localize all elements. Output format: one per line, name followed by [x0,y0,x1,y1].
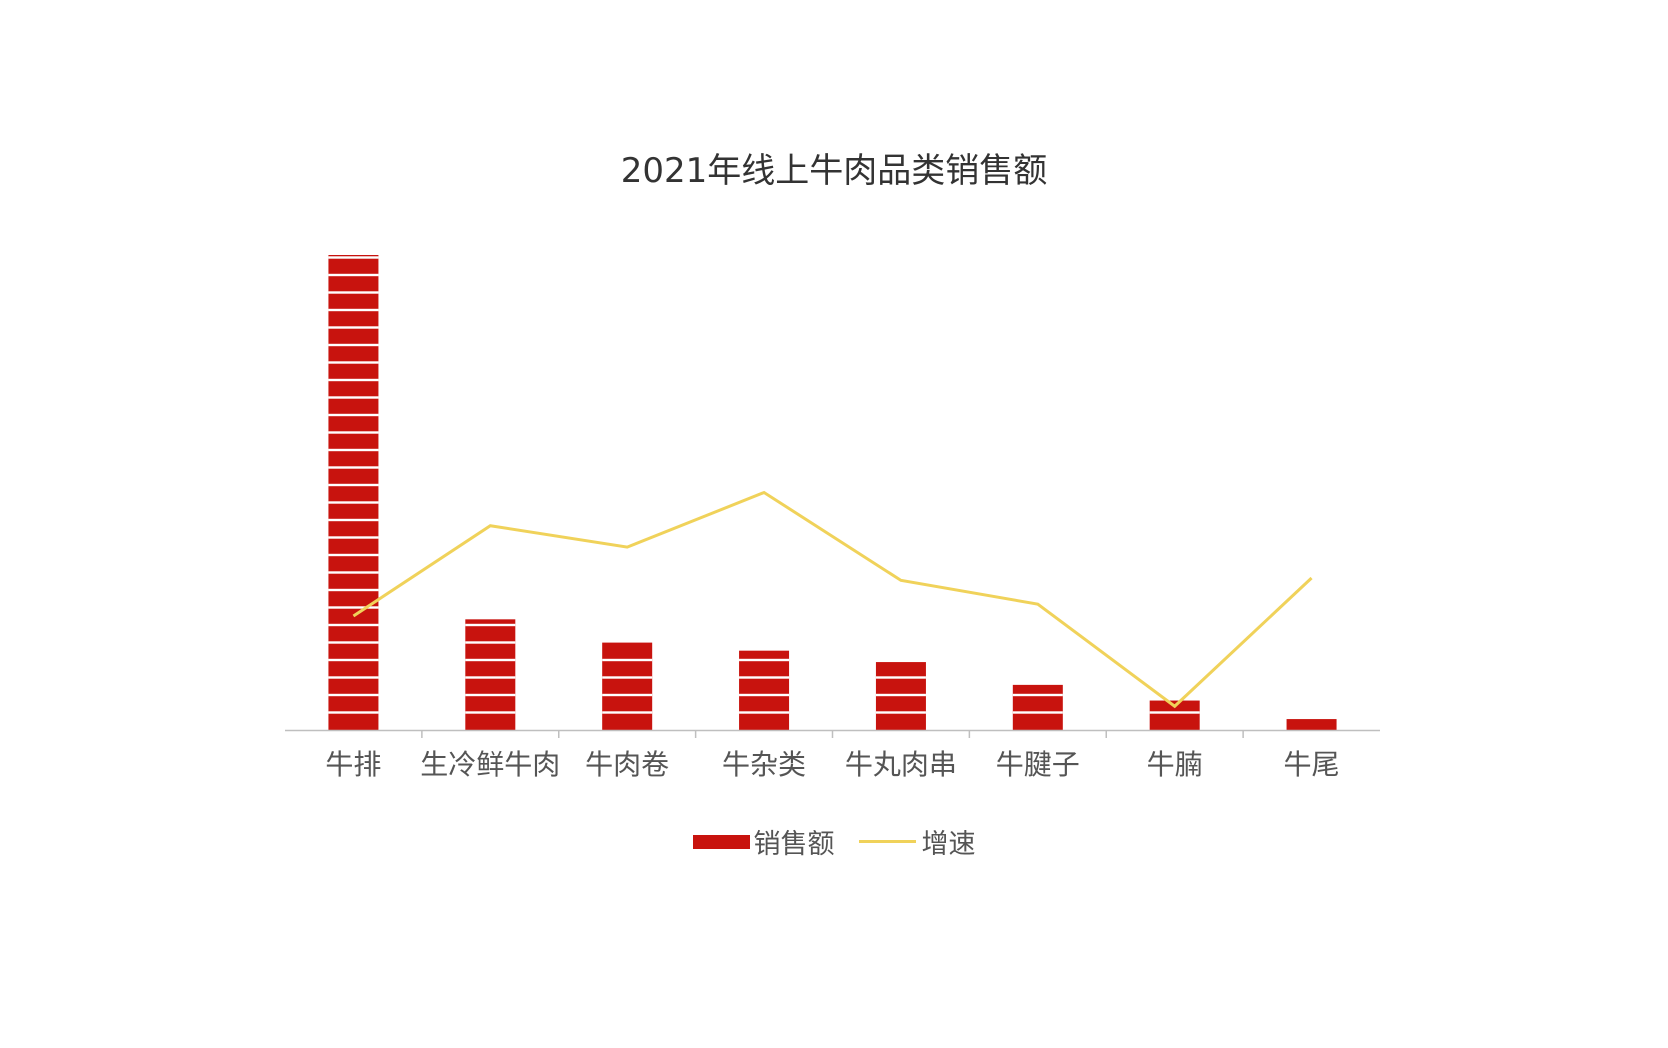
bar-stripe [739,711,790,714]
bar-stripe [1012,711,1063,714]
bar-stripe [602,676,653,679]
bar-stripe [328,256,379,259]
x-tick-label: 牛尾 [1284,748,1340,781]
bar-stripe [328,431,379,434]
bar-stripe [739,693,790,697]
bar-stripe [328,448,379,452]
bar-stripe [1012,693,1063,697]
bar-stripe [465,711,516,714]
bar-stripe [328,273,379,277]
bar-stripe [465,676,516,679]
bar-stripe [328,623,379,627]
legend-label-growth: 增速 [921,829,976,860]
bar-stripe [328,553,379,557]
bar-stripe [465,658,516,662]
bar-stripe [328,378,379,382]
x-tick-label: 牛丸肉串 [845,748,957,781]
bar-stripe [739,658,790,662]
x-tick-label: 牛腱子 [996,748,1080,781]
bar-stripe [328,396,379,399]
chart-legend: 销售额 增速 [0,822,1668,861]
bar-stripe [328,658,379,662]
x-tick-label: 牛肉卷 [585,748,669,781]
bar-stripe [465,693,516,697]
bar-牛尾 [1286,719,1337,730]
bar-stripe [328,308,379,312]
legend-label-sales: 销售额 [753,829,835,860]
bar-stripe [328,483,379,487]
bar-stripe [328,641,379,644]
bar-stripe [1149,711,1200,714]
bar-牛腱子 [1012,684,1063,730]
bar-stripe [602,693,653,697]
bar-stripe [328,413,379,417]
bar-stripe [875,693,926,697]
bar-stripe [328,571,379,574]
legend-item-growth: 增速 [843,822,976,861]
bar-stripe [465,623,516,627]
bar-stripe [328,291,379,294]
x-tick-label: 牛杂类 [722,748,806,781]
bar-stripe [328,326,379,329]
x-tick-label: 牛排 [325,748,381,781]
bar-stripe [875,711,926,714]
bar-stripe [328,343,379,347]
chart-title: 2021年线上牛肉品类销售额 [620,151,1048,191]
bar-stripe [739,676,790,679]
legend-swatch-growth [858,840,916,843]
bar-stripe [328,606,379,609]
bar-stripe [328,711,379,714]
bar-牛排 [328,255,379,730]
bar-stripe [328,588,379,592]
bar-stripe [465,641,516,644]
bar-stripe [328,501,379,504]
bar-stripe [602,711,653,714]
bar-stripe [328,676,379,679]
bar-stripe [328,518,379,522]
legend-item-sales: 销售额 [692,822,835,861]
x-tick-label: 生冷鲜牛肉 [420,748,560,781]
growth-line [352,490,1313,709]
bar-stripe [328,361,379,364]
bar-牛肉卷 [602,642,653,730]
bar-stripe [328,536,379,539]
bar-stripe [328,693,379,697]
bar-stripe [602,658,653,662]
bar-stripe [328,466,379,469]
legend-swatch-sales [692,834,750,849]
x-tick-label: 牛腩 [1147,748,1203,781]
bar-牛杂类 [739,650,790,730]
bar-stripe [875,676,926,679]
